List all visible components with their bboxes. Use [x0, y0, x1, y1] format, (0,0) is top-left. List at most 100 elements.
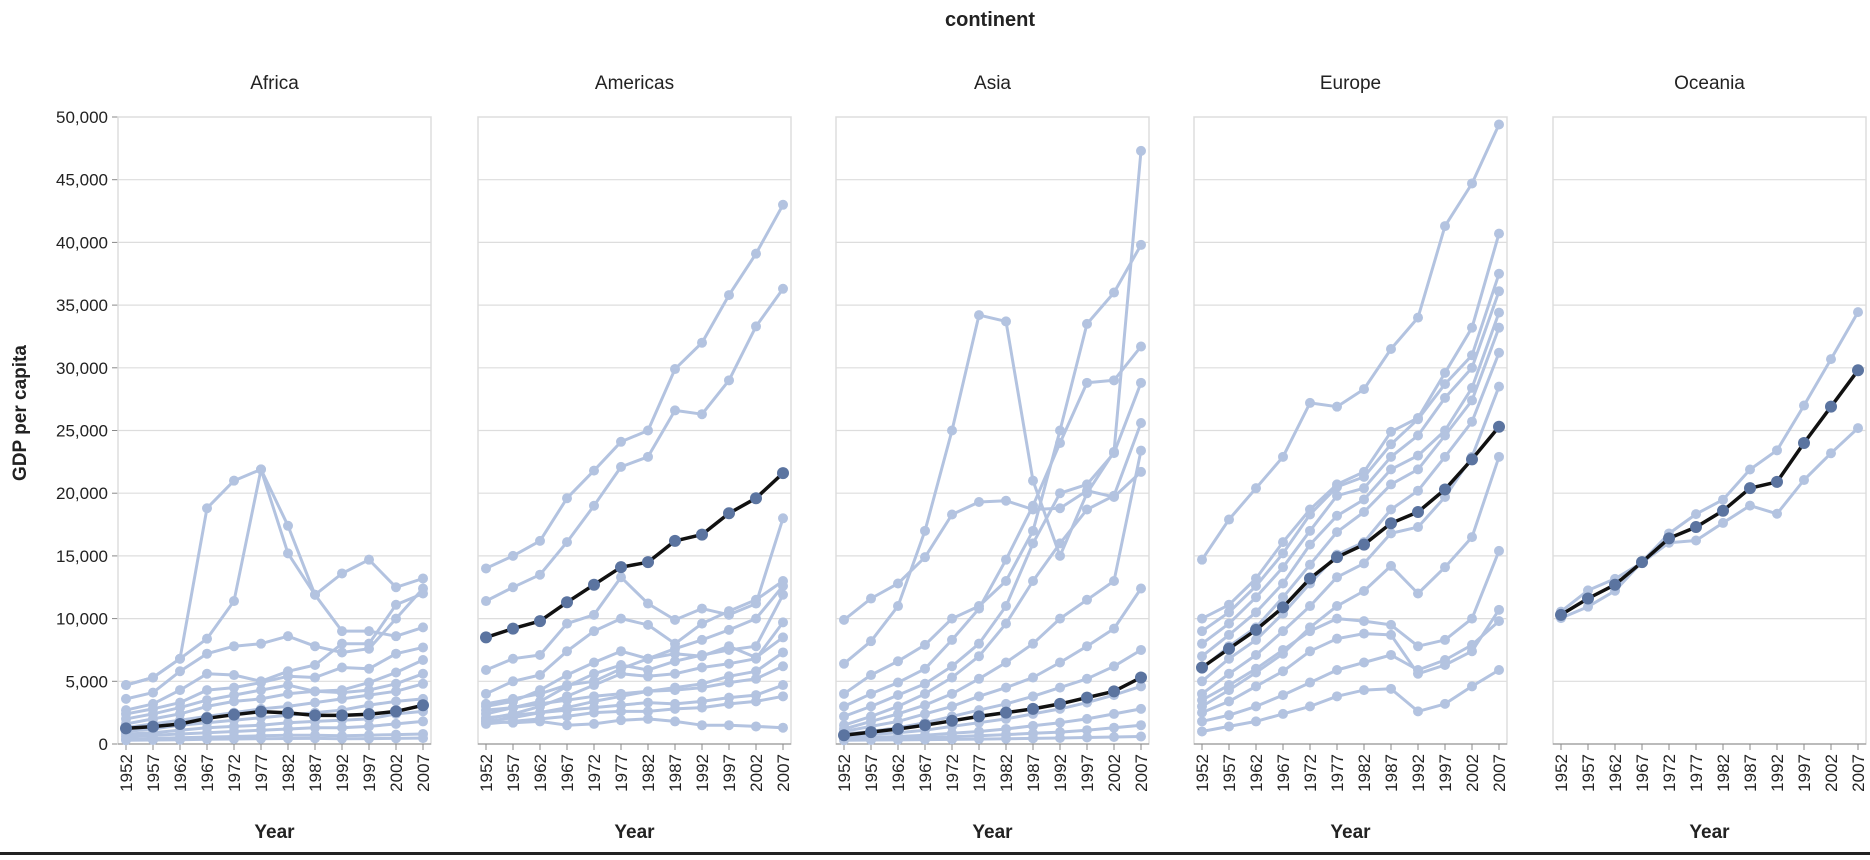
country-point [1278, 708, 1288, 719]
x-tick-label: 1982 [1714, 754, 1733, 792]
x-tick-label: 1987 [1382, 754, 1401, 792]
country-point [1028, 525, 1038, 536]
mean-point [561, 596, 573, 609]
country-point [1251, 634, 1261, 645]
country-point [1467, 395, 1477, 406]
country-point [643, 598, 653, 609]
x-tick-label: 1992 [1051, 754, 1070, 792]
country-point [1136, 445, 1146, 456]
country-series [1197, 604, 1504, 718]
panel-label: Europe [1320, 73, 1381, 94]
country-point [202, 668, 212, 679]
x-tick-label: 2007 [774, 754, 793, 792]
country-point [1251, 681, 1261, 692]
country-point [1136, 145, 1146, 156]
country-point [643, 653, 653, 664]
x-tick-label: 1962 [1606, 754, 1625, 792]
mean-point [1466, 453, 1478, 466]
mean-point [1304, 572, 1316, 585]
country-point [391, 648, 401, 659]
x-tick-label: 1967 [1633, 754, 1652, 792]
country-point [697, 682, 707, 693]
country-point [697, 409, 707, 420]
country-point [724, 677, 734, 688]
country-point [947, 672, 957, 683]
mean-point [120, 722, 132, 735]
x-axis-title: Year [1689, 822, 1730, 843]
x-tick-label: 1957 [144, 754, 163, 792]
mean-point [973, 710, 985, 723]
country-point [670, 703, 680, 714]
country-point [1332, 601, 1342, 612]
mean-point [946, 714, 958, 727]
country-point [1055, 538, 1065, 549]
y-tick-label: 30,000 [56, 359, 108, 378]
country-point [839, 711, 849, 722]
country-point [1082, 713, 1092, 724]
mean-point [1825, 400, 1837, 413]
country-point [1278, 562, 1288, 573]
country-point [337, 638, 347, 649]
country-point [1826, 448, 1836, 459]
country-point [778, 617, 788, 628]
x-tick-label: 2007 [414, 754, 433, 792]
country-point [1413, 464, 1423, 475]
mean-point [174, 717, 186, 730]
x-tick-label: 1997 [1436, 754, 1455, 792]
country-point [508, 717, 518, 728]
country-point [1413, 414, 1423, 425]
x-tick-label: 1987 [666, 754, 685, 792]
country-point [1386, 343, 1396, 354]
country-point [1109, 708, 1119, 719]
country-point [1494, 322, 1504, 333]
country-point [418, 716, 428, 727]
country-point [202, 648, 212, 659]
country-point [310, 697, 320, 708]
country-point [1082, 594, 1092, 605]
country-point [1251, 649, 1261, 660]
country-point [1136, 583, 1146, 594]
mean-point [1331, 551, 1343, 564]
country-point [1001, 575, 1011, 586]
mean-point [615, 561, 627, 574]
x-axis-title: Year [254, 822, 295, 843]
x-tick-label: 1972 [1660, 754, 1679, 792]
country-point [1055, 613, 1065, 624]
country-point [1494, 604, 1504, 615]
country-point [839, 614, 849, 625]
country-point [310, 722, 320, 733]
country-point [1224, 599, 1234, 610]
country-point [1583, 585, 1593, 596]
country-point [724, 720, 734, 731]
mean-point [669, 534, 681, 547]
country-point [562, 646, 572, 657]
country-point [893, 656, 903, 667]
country-point [1799, 400, 1809, 411]
country-point [778, 632, 788, 643]
country-point [1224, 607, 1234, 618]
country-point [229, 641, 239, 652]
x-tick-label: 2007 [1132, 754, 1151, 792]
country-point [508, 676, 518, 687]
country-point [1467, 416, 1477, 427]
country-point [1413, 665, 1423, 676]
country-point [418, 733, 428, 744]
country-point [1467, 681, 1477, 692]
country-point [1278, 644, 1288, 655]
country-point [256, 677, 266, 688]
country-point [1386, 560, 1396, 571]
country-point [589, 465, 599, 476]
country-point [751, 613, 761, 624]
country-point [1278, 690, 1288, 701]
country-point [418, 622, 428, 633]
country-point [724, 290, 734, 301]
mean-point [147, 720, 159, 733]
mean-point [1000, 706, 1012, 719]
country-point [1494, 347, 1504, 358]
country-point [1278, 592, 1288, 603]
mean-point [1223, 642, 1235, 655]
mean-series [1555, 364, 1864, 621]
y-tick-label: 10,000 [56, 610, 108, 629]
mean-point [1439, 483, 1451, 496]
country-point [866, 636, 876, 647]
